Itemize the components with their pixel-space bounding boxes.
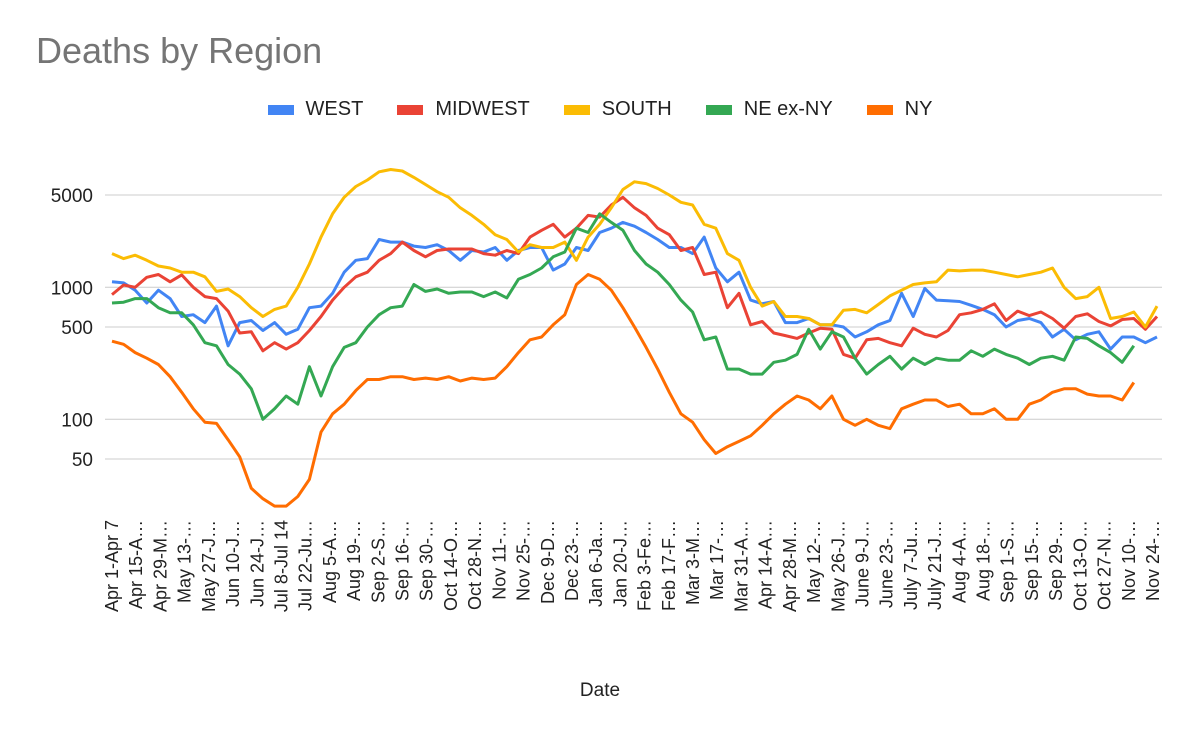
legend-swatch: [705, 104, 732, 115]
x-tick-label: Feb 17-F…: [659, 520, 679, 611]
x-tick-label: Sep 15-…: [1022, 520, 1042, 601]
x-tick-label: May 13-…: [175, 520, 195, 603]
x-tick-label: June 9-J…: [852, 520, 872, 607]
series-line-south: [111, 168, 1159, 329]
x-tick-label: Oct 14-O…: [441, 520, 461, 611]
x-tick-label: Oct 28-N…: [465, 520, 485, 610]
series-line-west: [111, 220, 1158, 351]
x-tick-label: Apr 15-A…: [126, 520, 146, 609]
legend-item: WEST: [267, 98, 364, 121]
x-tick-label: Apr 14-A…: [756, 520, 776, 609]
chart-title: Deaths by Region: [36, 30, 323, 71]
x-tick-label: June 23-…: [877, 520, 897, 608]
y-tick-label: 500: [61, 318, 93, 339]
y-tick-label: 1000: [51, 278, 93, 299]
x-tick-label: May 12-…: [804, 520, 824, 603]
x-tick-label: Nov 10-…: [1119, 520, 1139, 601]
x-tick-label: Apr 28-M…: [780, 520, 800, 612]
x-tick-label: Nov 24-…: [1143, 520, 1163, 601]
x-tick-label: Aug 5-A…: [320, 520, 340, 603]
legend-label: MIDWEST: [435, 98, 530, 120]
x-tick-label: July 21-J…: [925, 520, 945, 610]
series-line-ne-ex-ny: [111, 212, 1136, 421]
x-tick-label: Aug 19-…: [344, 520, 364, 601]
legend-item: MIDWEST: [397, 98, 530, 121]
legend: WEST MIDWEST SOUTH NE ex-NY NY: [0, 98, 1200, 121]
legend-item: NE ex-NY: [705, 98, 833, 121]
x-axis-title: Date: [579, 680, 621, 701]
legend-label: WEST: [305, 98, 364, 120]
x-tick-label: July 7-Ju…: [901, 520, 921, 610]
x-tick-label: Dec 9-D…: [538, 520, 558, 604]
series-line-ny: [111, 273, 1136, 508]
x-tick-label: May 27-J…: [199, 520, 219, 612]
x-tick-label: Sep 30-…: [417, 520, 437, 601]
x-tick-label: Jan 20-J…: [610, 520, 630, 607]
legend-swatch: [397, 104, 424, 115]
x-tick-label: Dec 23-…: [562, 520, 582, 601]
series-line-midwest: [111, 195, 1159, 360]
y-tick-label: 50: [72, 450, 93, 471]
x-tick-label: Sep 1-S…: [998, 520, 1018, 603]
y-tick-label: 5000: [51, 186, 93, 207]
x-tick-label: Sep 29-…: [1046, 520, 1066, 601]
x-tick-label: Nov 25-…: [514, 520, 534, 601]
legend-item: NY: [866, 98, 933, 121]
legend-label: SOUTH: [601, 98, 672, 120]
x-tick-label: Oct 27-N…: [1095, 520, 1115, 610]
x-tick-label: Aug 4-A…: [949, 520, 969, 603]
x-tick-label: Oct 13-O…: [1070, 520, 1090, 611]
x-tick-label: Jun 10-J…: [223, 520, 243, 607]
x-tick-label: Sep 2-S…: [368, 520, 388, 603]
x-tick-label: Jun 24-J…: [247, 520, 267, 607]
x-tick-label: Apr 1-Apr 7: [102, 520, 122, 612]
x-tick-label: Jul 22-Ju…: [296, 520, 316, 611]
x-tick-label: Sep 16-…: [393, 520, 413, 601]
x-tick-label: Feb 3-Fe…: [635, 520, 655, 611]
x-tick-label: Mar 31-A…: [731, 520, 751, 612]
legend-label: NE ex-NY: [743, 98, 833, 120]
x-tick-label: Apr 29-M…: [150, 520, 170, 612]
x-tick-label: May 26-J…: [828, 520, 848, 612]
legend-swatch: [866, 104, 893, 115]
x-tick-label: Jan 6-Ja…: [586, 520, 606, 607]
legend-label: NY: [904, 98, 933, 120]
y-tick-label: 100: [61, 410, 93, 431]
legend-swatch: [563, 104, 590, 115]
x-tick-label: Mar 3-M…: [683, 520, 703, 605]
legend-swatch: [267, 104, 294, 115]
x-tick-label: Mar 17-…: [707, 520, 727, 600]
x-tick-label: Nov 11-…: [489, 520, 509, 600]
x-tick-label: Jul 8-Jul 14: [271, 520, 291, 612]
legend-item: SOUTH: [563, 98, 672, 121]
x-tick-label: Aug 18-…: [974, 520, 994, 601]
